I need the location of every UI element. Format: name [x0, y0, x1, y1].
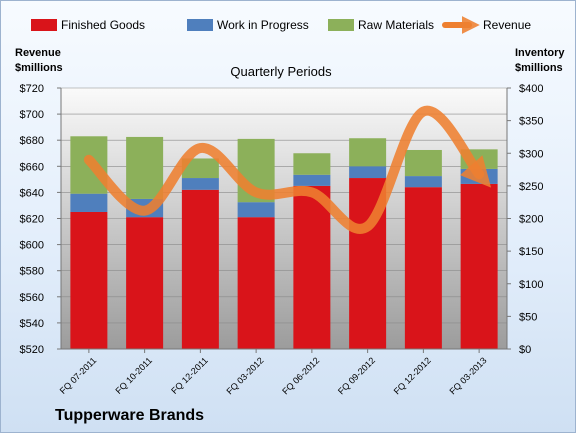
company-name: Tupperware Brands [55, 407, 205, 424]
bar-raw-materials [181, 158, 219, 179]
right-axis-label-line1: Inventory [515, 47, 565, 59]
x-tick-label: FQ 03-2013 [448, 355, 489, 396]
left-tick-label: $620 [20, 214, 44, 226]
revenue-point [88, 159, 90, 161]
x-tick-label: FQ 09-2012 [336, 355, 377, 396]
bar-raw-materials [293, 153, 331, 175]
left-tick-label: $600 [20, 240, 44, 252]
right-tick-label: $200 [519, 214, 543, 226]
left-tick-label: $640 [20, 187, 44, 199]
bar-work-in-progress [70, 193, 108, 212]
x-tick-label: FQ 12-2012 [392, 355, 433, 396]
legend-swatch-raw-materials [328, 19, 354, 31]
bar-finished-goods [237, 217, 275, 349]
left-axis-label-line1: Revenue [15, 47, 61, 59]
bar-raw-materials [404, 149, 442, 177]
bar-finished-goods [70, 211, 108, 349]
right-tick-label: $400 [519, 83, 543, 95]
left-tick-label: $700 [20, 109, 44, 121]
revenue-point [255, 191, 257, 193]
chart-title: Quarterly Periods [230, 64, 332, 79]
revenue-point [422, 110, 424, 112]
right-tick-label: $100 [519, 279, 543, 291]
left-tick-label: $660 [20, 161, 44, 173]
revenue-point [144, 210, 146, 212]
right-tick-label: $350 [519, 116, 543, 128]
left-tick-label: $720 [20, 83, 44, 95]
bar-finished-goods [293, 185, 331, 349]
right-tick-label: $0 [519, 344, 531, 356]
right-axis-label-line2: $millions [515, 62, 563, 74]
right-tick-label: $150 [519, 246, 543, 258]
left-tick-label: $580 [20, 266, 44, 278]
bar-finished-goods [404, 187, 442, 349]
legend-label-work-in-progress: Work in Progress [217, 18, 309, 32]
left-axis-label-line2: $millions [15, 62, 63, 74]
bar-work-in-progress [404, 176, 442, 188]
legend-label-revenue: Revenue [483, 18, 531, 32]
revenue-point [478, 173, 480, 175]
bar-work-in-progress [237, 202, 275, 218]
bar-finished-goods [181, 189, 219, 349]
revenue-point [311, 191, 313, 193]
right-tick-label: $250 [519, 181, 543, 193]
bar-raw-materials [349, 138, 387, 167]
x-tick-label: FQ 07-2011 [58, 355, 99, 396]
legend-swatch-work-in-progress [187, 19, 213, 31]
legend-swatch-finished-goods [31, 19, 57, 31]
left-tick-label: $680 [20, 135, 44, 147]
bar-raw-materials [126, 136, 164, 199]
right-tick-label: $300 [519, 148, 543, 160]
revenue-line [83, 105, 492, 234]
bar-work-in-progress [181, 178, 219, 190]
left-tick-label: $520 [20, 344, 44, 356]
bar-work-in-progress [349, 166, 387, 179]
revenue-point [367, 225, 369, 227]
x-tick-label: FQ 10-2011 [113, 355, 154, 396]
x-tick-label: FQ 06-2012 [280, 355, 321, 396]
revenue-point [199, 147, 201, 149]
bar-finished-goods [126, 217, 164, 349]
x-tick-label: FQ 12-2011 [169, 355, 210, 396]
right-tick-label: $50 [519, 311, 537, 323]
x-tick-label: FQ 03-2012 [225, 355, 266, 396]
left-tick-label: $560 [20, 292, 44, 304]
left-tick-label: $540 [20, 318, 44, 330]
legend-label-finished-goods: Finished Goods [61, 18, 145, 32]
legend-label-raw-materials: Raw Materials [358, 18, 434, 32]
bar-work-in-progress [293, 174, 331, 186]
bar-finished-goods [460, 183, 498, 349]
